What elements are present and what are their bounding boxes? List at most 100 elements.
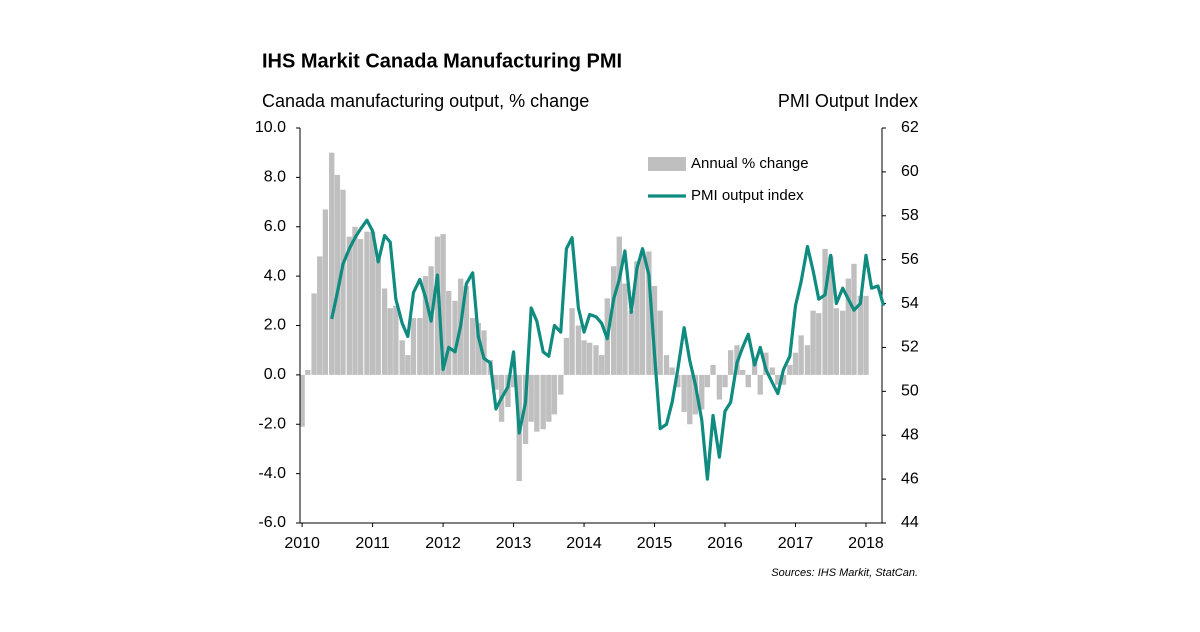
x-tick-label: 2010 (284, 535, 320, 552)
bar (804, 345, 811, 375)
bar (628, 310, 634, 375)
bar (410, 318, 417, 375)
bar (610, 266, 617, 375)
bar (422, 276, 429, 375)
bar (346, 236, 353, 375)
y-axis-label: Canada manufacturing output, % change (262, 91, 589, 111)
legend-swatch (648, 157, 686, 171)
bar (646, 251, 652, 375)
bar (352, 226, 358, 375)
source-note: Sources: IHS Markit, StatCan. (771, 567, 918, 579)
y2-tick-label: 54 (901, 295, 919, 312)
bar (851, 263, 857, 375)
line (330, 218, 886, 481)
bar (822, 248, 828, 375)
bar (681, 374, 687, 412)
bar (475, 323, 481, 375)
bar (493, 374, 499, 390)
bar (816, 313, 822, 375)
bar (387, 308, 393, 375)
bar (716, 374, 723, 400)
bar (452, 300, 458, 375)
bar (745, 374, 751, 388)
bar (669, 367, 675, 375)
x-tick-label: 2015 (637, 535, 673, 552)
y-tick-label: 0.0 (264, 366, 286, 383)
y2-tick-label: 46 (901, 470, 919, 487)
x-tick-label: 2013 (496, 535, 532, 552)
bar (587, 342, 593, 375)
bar (710, 365, 716, 375)
bar (828, 256, 834, 375)
bar (369, 231, 376, 375)
bar (634, 261, 640, 375)
bar (704, 374, 711, 388)
bar (446, 290, 452, 375)
y2-tick-label: 48 (901, 426, 919, 443)
bar (692, 374, 699, 415)
bar (551, 374, 558, 415)
bar (593, 345, 599, 375)
bar (563, 337, 570, 375)
bar (757, 374, 763, 395)
bar (833, 308, 840, 375)
bar (751, 360, 758, 375)
bar (651, 286, 658, 375)
bar (699, 374, 705, 410)
bar (381, 288, 388, 375)
bar (581, 340, 587, 375)
bar (616, 236, 622, 375)
bar (434, 236, 441, 375)
bar (440, 234, 446, 375)
bar (357, 239, 364, 375)
bar (575, 325, 582, 375)
bar (675, 374, 681, 388)
bar (329, 152, 335, 375)
y-tick-label: -2.0 (258, 415, 286, 432)
bar (722, 374, 728, 388)
y-tick-label: 2.0 (264, 317, 286, 334)
y2-axis-label: PMI Output Index (778, 91, 918, 111)
bar (857, 295, 864, 375)
y-tick-label: 10.0 (255, 119, 286, 136)
bar (299, 374, 305, 427)
x-tick-label: 2014 (566, 535, 602, 552)
bar (322, 209, 329, 375)
bar (657, 310, 663, 375)
x-tick-label: 2011 (355, 535, 390, 552)
bar (364, 231, 370, 375)
bar (863, 295, 869, 375)
bar (334, 174, 341, 375)
y2-tick-label: 56 (901, 251, 919, 268)
bar (470, 318, 476, 375)
bar (546, 374, 552, 422)
y-tick-label: 4.0 (264, 267, 286, 284)
bar (540, 374, 546, 430)
bar (340, 189, 346, 375)
bar (510, 374, 517, 388)
chart-title: IHS Markit Canada Manufacturing PMI (262, 50, 622, 72)
bar (792, 352, 799, 375)
bar (845, 278, 852, 375)
bar (405, 355, 411, 375)
legend-label: Annual % change (691, 155, 809, 172)
bar (727, 350, 734, 375)
bar (798, 335, 804, 375)
bar (780, 374, 787, 385)
x-tick-label: 2016 (707, 535, 743, 552)
bar (463, 286, 470, 375)
y-tick-label: -6.0 (258, 514, 286, 531)
legend-label: PMI output index (691, 187, 804, 204)
bar (305, 369, 311, 375)
bar (317, 256, 323, 375)
bar (622, 283, 628, 375)
y-tick-label: -4.0 (258, 465, 286, 482)
bar (787, 365, 793, 375)
bar (417, 318, 423, 375)
bar (393, 305, 399, 375)
bar (399, 340, 405, 375)
bar (739, 369, 746, 375)
y-tick-label: 6.0 (264, 218, 286, 235)
bar (663, 355, 670, 375)
y2-tick-label: 58 (901, 207, 919, 224)
